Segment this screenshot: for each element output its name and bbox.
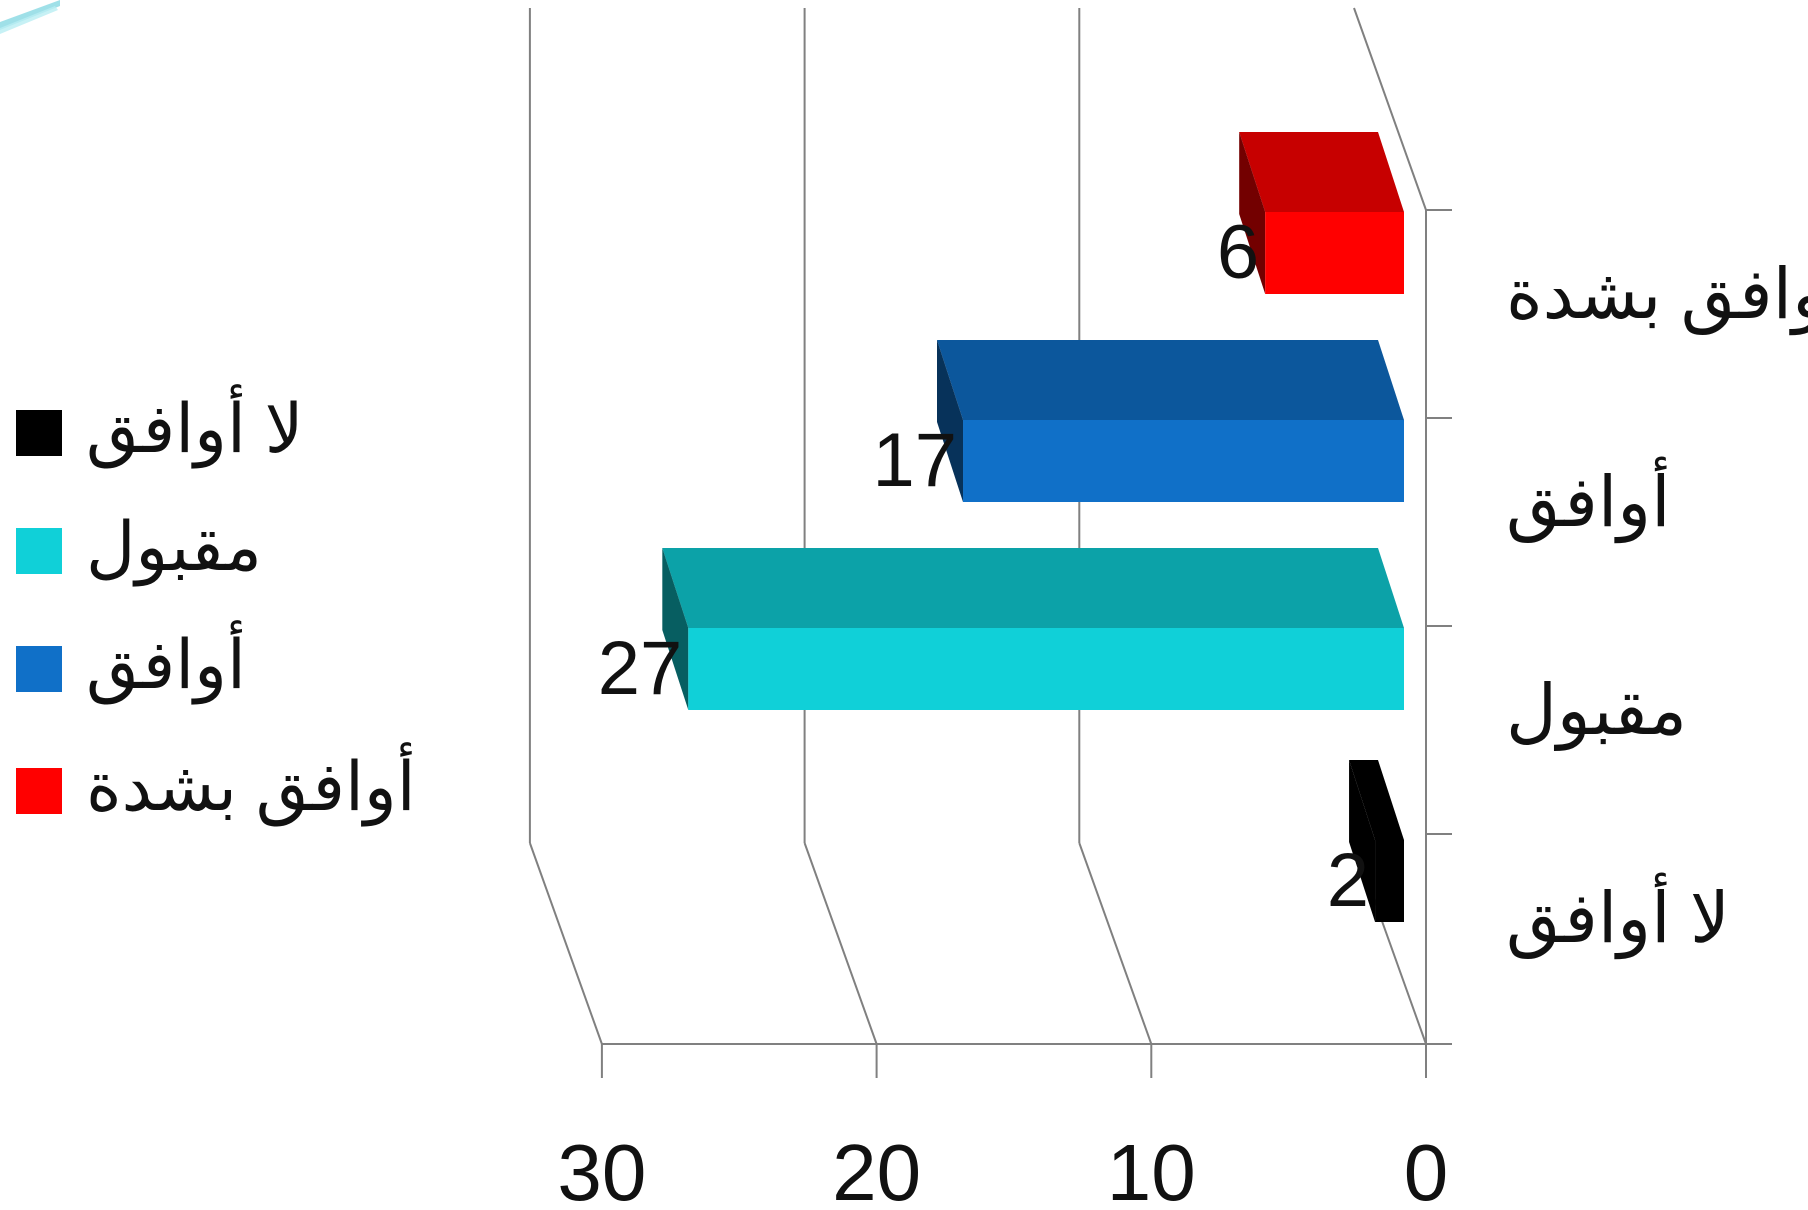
legend: لا أوافق مقبول أوافق أوافق بشدة (16, 384, 416, 827)
legend-swatch-2 (16, 646, 62, 692)
data-label-item-1: 17 (872, 418, 957, 503)
legend-label-2: أوافق (86, 620, 246, 705)
category-label-item-3: لا أوافق (1506, 872, 1730, 960)
floor-gridline-30 (528, 842, 603, 1045)
x-tick-labels: 0 10 20 30 (557, 1128, 1448, 1210)
bar-item-0 (1265, 212, 1404, 294)
data-label-item-3: 2 (1327, 838, 1369, 923)
bar-item-1 (963, 420, 1404, 502)
legend-label-1: مقبول (86, 509, 262, 587)
bar-top-item-0 (1239, 132, 1404, 212)
category-label-item-1: أوافق (1506, 456, 1671, 544)
corner-decoration (0, 0, 60, 34)
bar-side-item-1 (937, 340, 964, 502)
bar-top-item-3 (1349, 760, 1404, 840)
x-tick-label-10: 10 (1107, 1128, 1196, 1210)
data-label-item-0: 6 (1217, 210, 1259, 295)
category-label-item-0: أوافق بشدة (1506, 248, 1808, 336)
category-labels: أوافق بشدة أوافق مقبول لا أوافق (1506, 248, 1808, 960)
bar-side-item-0 (1239, 132, 1266, 294)
bar-top-item-2 (662, 548, 1404, 628)
data-label-item-2: 27 (598, 626, 683, 711)
side-wall-top-edge (1353, 7, 1427, 211)
bar-side-item-2 (662, 548, 689, 710)
legend-swatch-0 (16, 410, 62, 456)
axes (600, 7, 1452, 1078)
bar-item-2 (688, 628, 1404, 710)
legend-swatch-1 (16, 528, 62, 574)
legend-label-0: لا أوافق (86, 384, 304, 469)
x-tick-label-0: 0 (1404, 1128, 1449, 1210)
category-label-item-2: مقبول (1506, 671, 1687, 751)
bar-top-item-1 (937, 340, 1404, 420)
x-tick-label-20: 20 (832, 1128, 921, 1210)
data-labels: 6 17 27 2 (598, 210, 1369, 923)
bar-item-3 (1375, 840, 1404, 922)
floor-gridline-10 (1078, 842, 1153, 1045)
bar-side-item-3 (1349, 760, 1376, 922)
legend-label-3: أوافق بشدة (86, 742, 416, 827)
legend-swatch-3 (16, 768, 62, 814)
floor-gridline-20 (803, 842, 878, 1045)
bars (662, 132, 1404, 922)
x-tick-label-30: 30 (557, 1128, 646, 1210)
